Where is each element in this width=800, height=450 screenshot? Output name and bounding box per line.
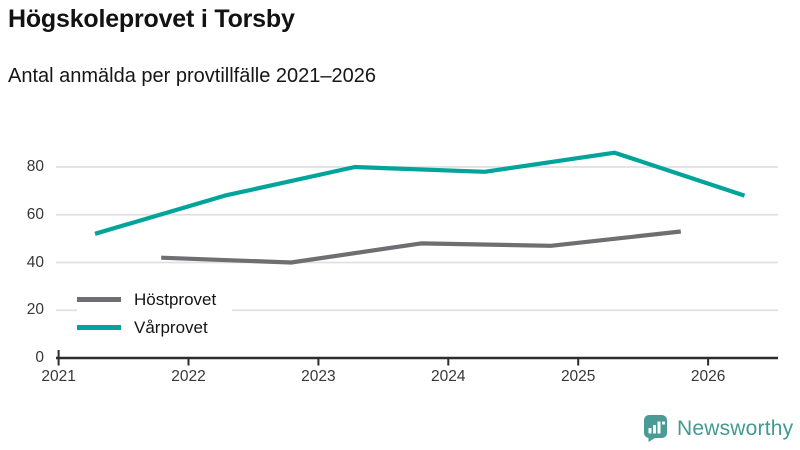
x-tick-label: 2023 (301, 368, 336, 385)
legend: Höstprovet Vårprovet (77, 286, 233, 341)
x-tick-label: 2025 (560, 368, 596, 385)
varprovet-swatch-icon (77, 325, 121, 330)
page-subtitle: Antal anmälda per provtillfälle 2021–202… (8, 65, 377, 87)
x-tick-label: 2024 (431, 368, 466, 385)
newsworthy-logo: Newsworthy (644, 415, 793, 442)
newsworthy-logo-icon (644, 415, 667, 442)
brand-name: Newsworthy (677, 416, 794, 440)
y-tick-label: 80 (26, 158, 44, 175)
series-line-1 (94, 150, 746, 236)
legend-label-varprovet: Vårprovet (134, 318, 208, 337)
legend-label-hostprovet: Höstprovet (134, 290, 217, 309)
legend-item-varprovet: Vårprovet (77, 314, 217, 341)
hostprovet-swatch-icon (77, 297, 121, 302)
y-tick-label: 20 (26, 301, 44, 319)
x-tick-label: 2021 (41, 368, 76, 385)
page-title: Högskoleprovet i Torsby (8, 5, 295, 33)
x-tick-label: 2022 (171, 368, 206, 385)
series-line-0 (161, 229, 682, 265)
y-tick-label: 0 (35, 349, 44, 366)
y-tick-label: 60 (26, 205, 44, 223)
x-tick-label: 2026 (690, 368, 726, 385)
legend-item-hostprovet: Höstprovet (77, 286, 217, 313)
y-tick-label: 40 (26, 253, 44, 271)
